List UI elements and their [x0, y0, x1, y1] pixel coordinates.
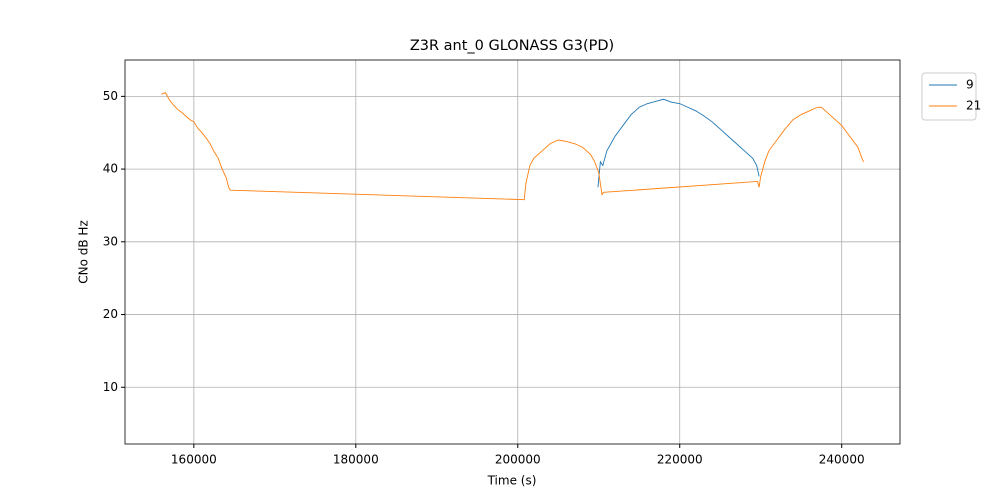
x-tick-label: 220000 [657, 453, 703, 467]
x-tick-label: 200000 [495, 453, 541, 467]
y-tick-label: 30 [103, 234, 118, 248]
plot-frame [124, 59, 901, 445]
series-line [597, 98, 760, 188]
legend-label: 9 [966, 78, 974, 92]
chart-title: Z3R ant_0 GLONASS G3(PD) [410, 38, 614, 54]
series-line [161, 92, 864, 201]
y-axis-label: CNo dB Hz [77, 220, 91, 284]
legend-label: 21 [966, 99, 981, 113]
y-tick-label: 20 [103, 307, 118, 321]
y-tick-label: 10 [103, 380, 118, 394]
x-axis-label: Time (s) [487, 474, 537, 488]
x-tick-label: 240000 [819, 453, 865, 467]
x-tick-label: 180000 [333, 453, 379, 467]
y-tick-label: 50 [103, 89, 118, 103]
legend: 9 21 [921, 72, 981, 121]
y-tick-label: 40 [103, 162, 118, 176]
x-tick-label: 160000 [171, 453, 217, 467]
